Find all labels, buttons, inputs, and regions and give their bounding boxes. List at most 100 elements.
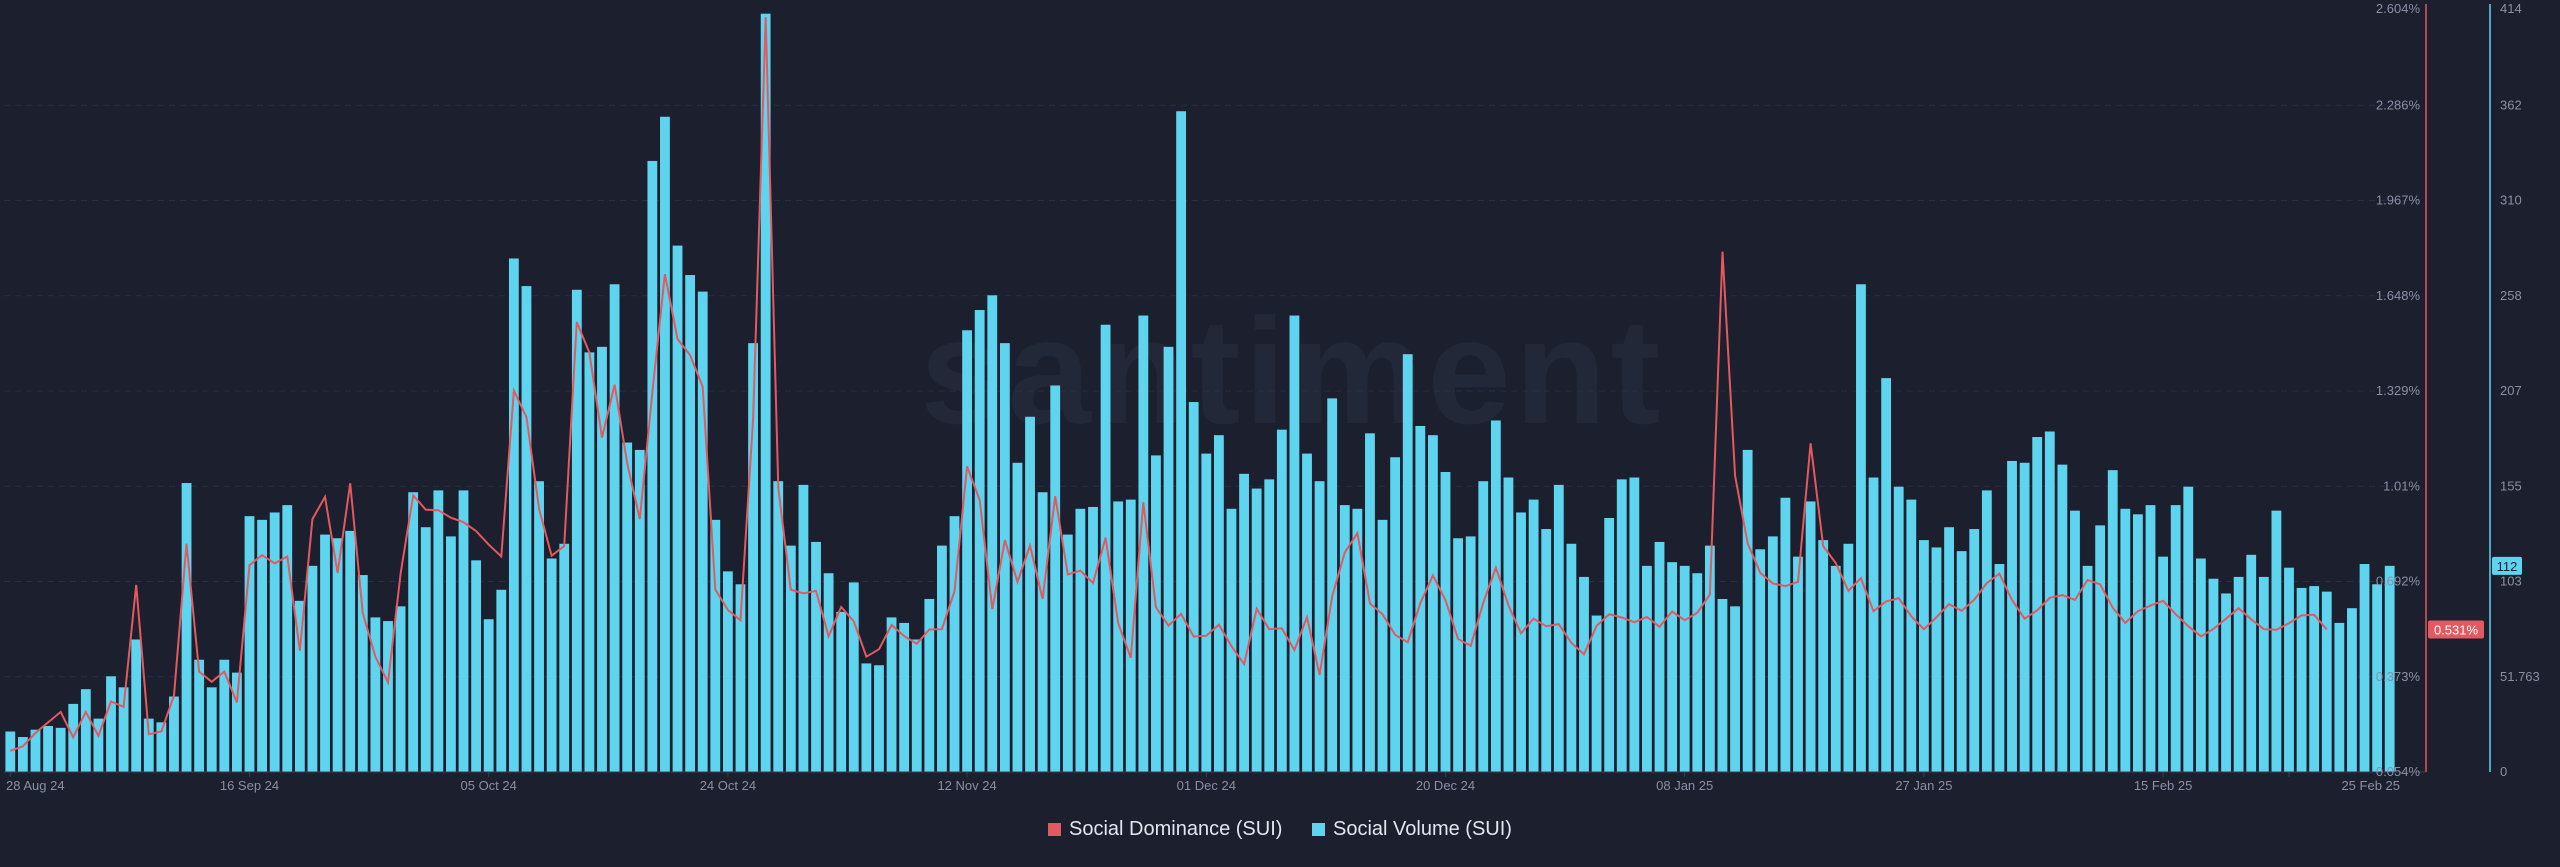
volume-bar — [1956, 551, 1967, 772]
volume-bar — [811, 541, 821, 772]
volume-bar — [383, 621, 393, 772]
volume-bar — [1289, 315, 1300, 772]
volume-bar — [1944, 527, 1954, 772]
volume-bar — [1553, 484, 1564, 772]
volume-bar — [1075, 508, 1086, 772]
volume-bar — [735, 584, 746, 772]
volume-bar — [1503, 477, 1514, 772]
volume-badge-label: 112 — [2497, 559, 2518, 574]
legend-label-dominance: Social Dominance (SUI) — [1069, 818, 1283, 840]
volume-bar — [345, 530, 356, 772]
volume-bar — [1667, 562, 1678, 772]
volume-bar — [2296, 587, 2307, 772]
left-tick-label: 1.648% — [2376, 288, 2421, 303]
volume-bar — [1402, 354, 1413, 772]
volume-bar — [521, 286, 532, 772]
volume-bar — [1050, 385, 1061, 772]
volume-bar — [1893, 486, 1904, 772]
x-tick-label: 27 Jan 25 — [1895, 778, 1952, 793]
volume-bar — [93, 718, 104, 772]
volume-bar — [55, 727, 66, 772]
volume-bar — [1843, 543, 1854, 772]
volume-bar — [1427, 435, 1438, 772]
volume-bar — [2284, 567, 2294, 772]
left-tick-label: 0.054% — [2376, 764, 2421, 779]
volume-bar — [1012, 462, 1023, 772]
volume-bar — [2347, 608, 2357, 772]
legend-item-volume[interactable]: Social Volume (SUI) — [1312, 818, 1512, 841]
volume-bar — [1881, 378, 1892, 772]
volume-bar — [1176, 111, 1187, 773]
volume-bar — [2082, 565, 2093, 772]
volume-bar — [962, 330, 973, 772]
dominance-badge-label: 0.531% — [2434, 622, 2479, 637]
volume-bar — [1377, 519, 1388, 772]
right-tick-label: 0 — [2500, 764, 2507, 779]
volume-bar — [1805, 501, 1816, 772]
volume-bar — [1654, 541, 1665, 772]
x-tick-label: 24 Oct 24 — [700, 778, 756, 793]
volume-bar — [1490, 420, 1501, 772]
volume-bar — [722, 571, 733, 772]
left-tick-label: 0.373% — [2376, 669, 2421, 684]
volume-bar — [1188, 402, 1199, 772]
volume-bar — [206, 687, 217, 772]
volume-bar — [2170, 505, 2181, 772]
volume-bar — [156, 722, 167, 772]
volume-bar — [2208, 578, 2219, 772]
left-tick-label: 2.286% — [2376, 97, 2421, 112]
left-tick-label: 2.604% — [2376, 1, 2421, 16]
volume-bar — [1440, 471, 1451, 772]
volume-bar — [1629, 477, 1640, 772]
volume-bar — [5, 731, 16, 772]
volume-bar — [106, 676, 116, 772]
legend-swatch-dominance — [1048, 823, 1062, 836]
volume-bar — [17, 737, 28, 772]
volume-bar — [1025, 416, 1035, 772]
volume-bar — [710, 519, 721, 772]
volume-bar — [1692, 573, 1703, 772]
volume-bar — [2070, 510, 2080, 772]
legend-item-dominance[interactable]: Social Dominance (SUI) — [1048, 818, 1282, 841]
volume-bar — [999, 343, 1010, 772]
x-tick-label: 16 Sep 24 — [220, 778, 279, 793]
volume-bar — [899, 622, 910, 772]
volume-bar — [1767, 536, 1778, 772]
grid-lines — [4, 104, 2420, 678]
volume-bar — [1138, 315, 1149, 772]
volume-bar — [357, 575, 368, 772]
volume-bar — [408, 492, 419, 772]
volume-bar — [660, 116, 670, 773]
volume-bar — [2246, 554, 2257, 772]
x-tick-label: 08 Jan 25 — [1656, 778, 1713, 793]
x-tick-label: 01 Dec 24 — [1177, 778, 1236, 793]
volume-bar — [496, 589, 507, 772]
volume-bar — [2271, 510, 2282, 772]
volume-bar — [1906, 499, 1917, 772]
volume-bar — [1604, 518, 1615, 772]
volume-bar — [1528, 499, 1539, 772]
volume-bar — [194, 659, 205, 772]
right-tick-label: 51.763 — [2500, 669, 2540, 684]
volume-bar — [949, 516, 960, 772]
volume-bar — [1742, 449, 1753, 772]
volume-bar — [1679, 565, 1690, 772]
volume-bar — [1264, 479, 1275, 772]
volume-bar — [609, 284, 620, 772]
volume-bar — [282, 505, 293, 772]
volume-bar — [118, 687, 129, 772]
volume-bar — [1327, 398, 1338, 772]
volume-bar — [1302, 453, 1312, 772]
volume-bar — [2334, 622, 2345, 772]
left-tick-label: 1.01% — [2383, 478, 2420, 493]
volume-bar — [219, 659, 230, 772]
volume-bar — [2183, 486, 2194, 772]
volume-bar — [1062, 534, 1073, 772]
volume-bar — [2195, 558, 2206, 772]
volume-bars — [5, 13, 2395, 773]
volume-bar — [748, 343, 758, 772]
volume-bar — [1856, 284, 1866, 772]
volume-bar — [1591, 615, 1602, 772]
volume-bar — [80, 689, 91, 772]
volume-bar — [2120, 508, 2131, 772]
